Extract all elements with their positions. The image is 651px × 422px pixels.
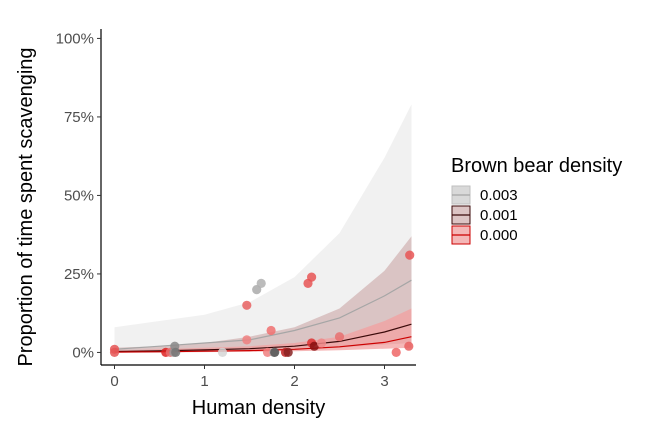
y-axis-title: Proportion of time spent scavenging xyxy=(15,47,37,366)
data-point-23 xyxy=(334,332,345,342)
data-point-19 xyxy=(307,272,317,282)
data-point-21 xyxy=(309,341,319,351)
axes xyxy=(100,29,416,366)
data-point-15 xyxy=(270,347,280,357)
confidence-ribbons xyxy=(114,104,412,353)
data-point-12 xyxy=(262,347,273,357)
y-tick-label: 50% xyxy=(64,187,94,204)
legend-key-0.003: 0.003 xyxy=(451,185,518,205)
ribbon-0.001 xyxy=(114,236,412,353)
data-points xyxy=(109,250,415,357)
legend-title: Brown bear density xyxy=(451,155,622,177)
y-tick-label: 25% xyxy=(64,266,94,283)
legend-label: 0.003 xyxy=(480,187,518,204)
y-tick-label: 100% xyxy=(56,30,94,47)
data-point-7 xyxy=(217,347,228,357)
data-point-8 xyxy=(242,300,252,310)
data-point-1 xyxy=(109,347,120,357)
data-point-22 xyxy=(316,338,327,348)
ribbon-0.003 xyxy=(114,104,412,353)
legend: Brown bear density 0.003 0.001 0.000 xyxy=(451,155,622,245)
legend-label: 0.001 xyxy=(480,207,518,224)
data-point-6 xyxy=(171,347,181,357)
x-tick-label: 3 xyxy=(380,373,388,390)
data-point-13 xyxy=(266,325,276,336)
legend-label: 0.000 xyxy=(480,227,518,244)
x-tick-label: 1 xyxy=(200,373,208,390)
y-axis-ticks: 0% 25% 50% 75% 100% xyxy=(56,30,101,361)
x-axis-ticks: 0 1 2 3 xyxy=(110,365,389,390)
data-point-9 xyxy=(242,335,252,345)
data-point-11 xyxy=(256,278,266,288)
data-point-26 xyxy=(405,250,415,260)
data-point-25 xyxy=(404,341,414,351)
x-tick-label: 0 xyxy=(110,373,118,390)
legend-key-0.001: 0.001 xyxy=(451,205,518,225)
y-tick-label: 0% xyxy=(72,344,94,361)
data-point-24 xyxy=(391,347,401,357)
data-point-17 xyxy=(283,347,293,357)
x-tick-label: 2 xyxy=(290,373,298,390)
legend-key-0.000: 0.000 xyxy=(451,225,518,245)
fit-line-0.003 xyxy=(114,279,412,350)
x-axis-title: Human density xyxy=(192,397,325,419)
y-tick-label: 75% xyxy=(64,109,94,126)
